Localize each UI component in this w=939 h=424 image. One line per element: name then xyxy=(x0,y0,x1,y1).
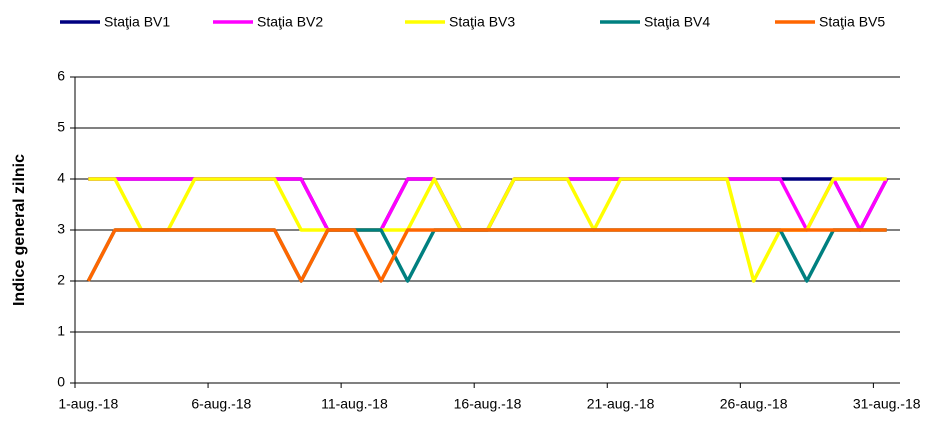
x-tick-label: 26-aug.-18 xyxy=(720,396,788,412)
x-tick-label: 31-aug.-18 xyxy=(853,396,921,412)
y-tick-label: 1 xyxy=(57,323,65,339)
legend-label: Staţia BV3 xyxy=(449,14,515,30)
y-axis-label: Indice general zilnic xyxy=(11,154,28,306)
y-tick-label: 2 xyxy=(57,272,65,288)
x-tick-label: 16-aug.-18 xyxy=(454,396,522,412)
y-tick-label: 3 xyxy=(57,221,65,237)
y-tick-label: 4 xyxy=(57,170,65,186)
x-tick-label: 1-aug.-18 xyxy=(58,396,118,412)
legend-label: Staţia BV2 xyxy=(257,14,323,30)
series-line xyxy=(88,177,889,232)
legend-label: Staţia BV5 xyxy=(819,14,885,30)
legend-label: Staţia BV1 xyxy=(104,14,170,30)
y-tick-label: 5 xyxy=(57,119,65,135)
y-tick-label: 6 xyxy=(57,68,65,84)
series-line xyxy=(88,177,889,232)
y-tick-label: 0 xyxy=(57,374,65,390)
x-tick-label: 21-aug.-18 xyxy=(587,396,655,412)
x-tick-label: 11-aug.-18 xyxy=(321,396,388,412)
series-line xyxy=(86,228,887,283)
legend-label: Staţia BV4 xyxy=(644,14,710,30)
x-tick-label: 6-aug.-18 xyxy=(191,396,251,412)
